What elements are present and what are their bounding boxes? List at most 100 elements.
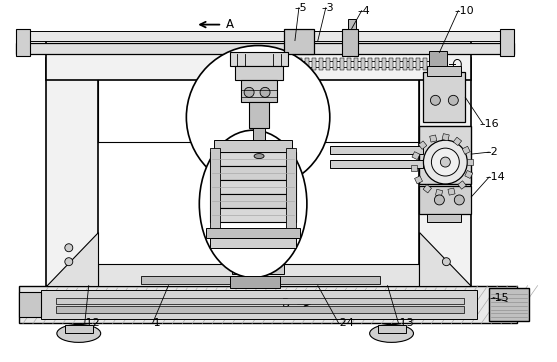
Circle shape	[441, 157, 451, 167]
Bar	[382, 59, 385, 71]
Circle shape	[431, 95, 441, 105]
Bar	[244, 140, 272, 264]
Bar	[348, 18, 356, 29]
Bar	[467, 159, 473, 165]
Bar	[210, 148, 220, 228]
Bar	[249, 102, 269, 128]
Text: –1: –1	[149, 319, 161, 328]
Bar	[46, 38, 471, 80]
Bar	[412, 165, 417, 171]
Bar	[16, 29, 30, 56]
Bar	[462, 146, 470, 154]
Bar	[330, 160, 423, 168]
Bar	[429, 51, 447, 75]
Bar	[232, 264, 284, 274]
Bar	[214, 140, 292, 152]
Text: –4: –4	[358, 6, 370, 16]
Bar	[453, 137, 462, 146]
Bar	[277, 59, 281, 71]
Text: –15: –15	[489, 292, 509, 303]
Bar	[361, 59, 365, 71]
Bar	[330, 146, 423, 154]
Bar	[253, 128, 265, 144]
Bar	[284, 59, 288, 71]
Text: –16: –16	[479, 119, 499, 129]
Bar	[16, 42, 514, 55]
Text: –24: –24	[335, 319, 355, 328]
Bar	[448, 188, 455, 195]
Bar	[140, 275, 380, 283]
Bar	[417, 59, 421, 71]
Ellipse shape	[370, 324, 413, 342]
Bar	[500, 29, 514, 56]
Bar	[284, 29, 314, 55]
Bar	[354, 59, 358, 71]
Polygon shape	[46, 232, 97, 286]
Ellipse shape	[57, 324, 101, 342]
Circle shape	[187, 46, 330, 189]
Circle shape	[244, 87, 254, 97]
Bar	[46, 59, 97, 286]
Bar	[19, 291, 41, 317]
Circle shape	[448, 95, 458, 105]
Bar	[429, 135, 437, 142]
Bar	[423, 185, 432, 193]
Bar	[206, 228, 300, 238]
Bar	[409, 59, 413, 71]
Bar	[298, 59, 302, 71]
Bar	[210, 152, 296, 166]
Bar	[412, 152, 420, 160]
Text: –12: –12	[81, 319, 100, 328]
Bar	[230, 52, 288, 67]
Circle shape	[423, 140, 467, 184]
Bar	[56, 298, 465, 303]
Bar	[403, 59, 407, 71]
Circle shape	[442, 258, 451, 266]
Bar	[235, 67, 283, 80]
Bar	[241, 80, 277, 102]
Bar	[389, 59, 393, 71]
Bar	[312, 59, 316, 71]
Bar	[210, 208, 296, 222]
Bar	[419, 126, 471, 184]
Bar	[368, 59, 372, 71]
Bar	[286, 148, 296, 228]
Bar	[347, 59, 351, 71]
Bar	[333, 59, 337, 71]
Bar	[465, 171, 473, 178]
Bar	[489, 287, 529, 321]
Bar	[319, 59, 323, 71]
Bar	[395, 59, 399, 71]
Text: A: A	[226, 18, 234, 31]
Bar	[414, 176, 423, 184]
Text: –13: –13	[394, 319, 414, 328]
Circle shape	[65, 244, 73, 252]
Circle shape	[65, 258, 73, 266]
Circle shape	[455, 195, 465, 205]
Bar	[340, 59, 344, 71]
Bar	[458, 181, 466, 189]
Ellipse shape	[254, 153, 264, 159]
Bar	[65, 325, 92, 333]
Bar	[305, 59, 309, 71]
Text: B: B	[282, 297, 290, 310]
Text: –10: –10	[455, 6, 474, 16]
Bar	[210, 194, 296, 208]
Bar	[326, 59, 330, 71]
Bar	[442, 134, 449, 141]
Bar	[419, 59, 471, 286]
Bar	[41, 290, 477, 320]
Circle shape	[434, 195, 444, 205]
Bar	[427, 214, 461, 222]
Bar	[378, 325, 405, 333]
Bar	[291, 59, 295, 71]
Bar	[210, 166, 296, 180]
Bar	[419, 186, 471, 214]
Text: –3: –3	[322, 3, 334, 13]
Bar	[254, 144, 264, 154]
Bar	[375, 59, 379, 71]
Bar	[210, 238, 296, 248]
Bar	[427, 67, 461, 76]
Text: –5: –5	[295, 3, 307, 13]
Bar	[19, 286, 517, 324]
